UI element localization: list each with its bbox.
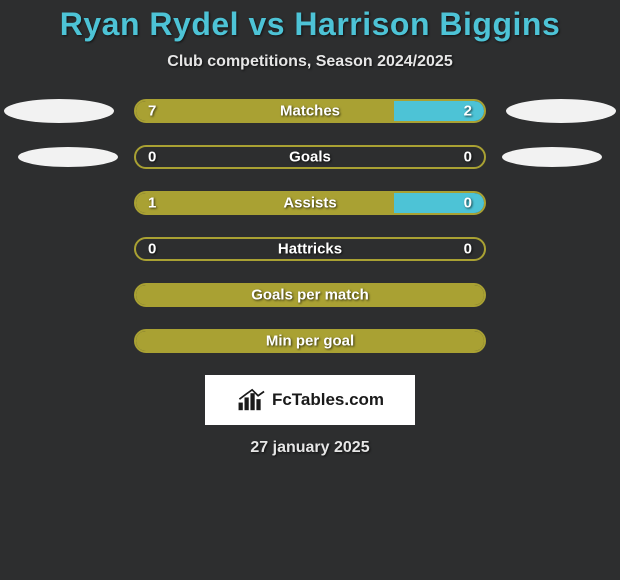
player-left-marker xyxy=(18,147,118,167)
stat-label: Matches xyxy=(280,103,340,120)
stat-label: Assists xyxy=(283,195,336,212)
stat-row: 0 0 Hattricks xyxy=(0,237,620,261)
page-title: Ryan Rydel vs Harrison Biggins xyxy=(60,6,560,43)
player-left-marker xyxy=(4,99,114,123)
card-root: Ryan Rydel vs Harrison Biggins Club comp… xyxy=(0,0,620,457)
stat-value-left: 0 xyxy=(148,241,156,258)
stats-list: 7 2 Matches 0 0 Goals 1 0 Assists 0 0 Hattricks Goal… xyxy=(0,99,620,353)
stat-value-right: 0 xyxy=(464,241,472,258)
stat-bar-track: 0 0 Hattricks xyxy=(134,237,486,261)
stat-row: 7 2 Matches xyxy=(0,99,620,123)
stat-bar-left-fill xyxy=(136,193,394,213)
stat-label: Goals per match xyxy=(251,287,369,304)
stat-value-right: 0 xyxy=(464,149,472,166)
stat-row: 0 0 Goals xyxy=(0,145,620,169)
stat-value-left: 7 xyxy=(148,103,156,120)
stat-value-left: 1 xyxy=(148,195,156,212)
page-subtitle: Club competitions, Season 2024/2025 xyxy=(167,53,452,71)
brand-text: FcTables.com xyxy=(272,390,384,410)
stat-bar-track: 0 0 Goals xyxy=(134,145,486,169)
brand-badge: FcTables.com xyxy=(205,375,415,425)
stat-label: Goals xyxy=(289,149,331,166)
date-text: 27 january 2025 xyxy=(250,439,369,457)
stat-label: Min per goal xyxy=(266,333,354,350)
stat-bar-track: 7 2 Matches xyxy=(134,99,486,123)
stat-value-right: 2 xyxy=(464,103,472,120)
player-right-marker xyxy=(506,99,616,123)
stat-row: Min per goal xyxy=(0,329,620,353)
player-right-marker xyxy=(502,147,602,167)
stat-value-right: 0 xyxy=(464,195,472,212)
stat-label: Hattricks xyxy=(278,241,342,258)
stat-bar-track: Goals per match xyxy=(134,283,486,307)
stat-bar-track: Min per goal xyxy=(134,329,486,353)
stat-row: Goals per match xyxy=(0,283,620,307)
stat-row: 1 0 Assists xyxy=(0,191,620,215)
stat-value-left: 0 xyxy=(148,149,156,166)
brand-logo-icon xyxy=(236,387,270,413)
stat-bar-left-fill xyxy=(136,101,394,121)
stat-bar-track: 1 0 Assists xyxy=(134,191,486,215)
